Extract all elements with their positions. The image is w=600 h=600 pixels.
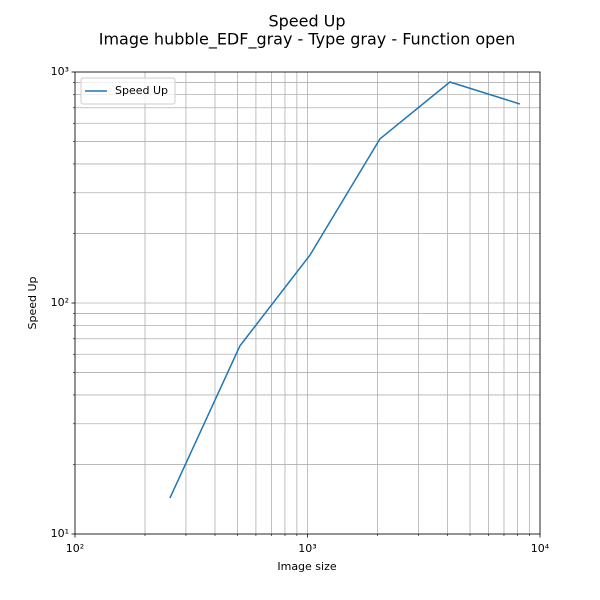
data-line — [169, 81, 521, 499]
y-tick-label: 10³ — [51, 65, 69, 78]
x-axis-label: Image size — [277, 560, 337, 573]
y-axis-label: Speed Up — [26, 276, 39, 329]
chart-subtitle: Image hubble_EDF_gray - Type gray - Func… — [99, 30, 516, 50]
x-tick-label: 10³ — [298, 542, 316, 555]
y-tick-label: 10¹ — [51, 527, 69, 540]
y-tick-label: 10² — [51, 296, 69, 309]
legend-label: Speed Up — [115, 84, 168, 97]
plot-frame — [74, 71, 541, 535]
legend-box — [80, 77, 176, 105]
x-tick-label: 10² — [66, 542, 84, 555]
chart-title: Speed Up — [268, 12, 345, 31]
x-tick-label: 10⁴ — [531, 542, 550, 555]
